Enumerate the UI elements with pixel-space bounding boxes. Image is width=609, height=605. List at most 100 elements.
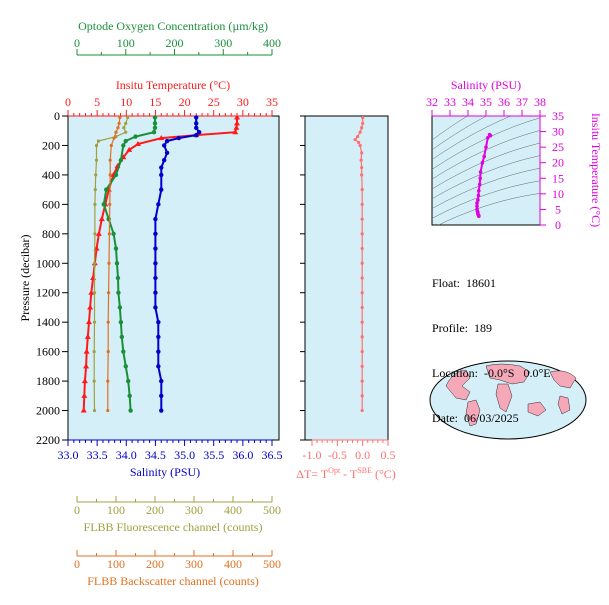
delta-point	[360, 394, 364, 398]
salinity-point	[153, 246, 158, 251]
date-label: Date:	[432, 411, 458, 425]
temperature-point	[134, 140, 141, 146]
delta-line	[354, 117, 364, 411]
oxygen-point	[121, 349, 126, 354]
salinity-point	[153, 290, 158, 295]
ts-point	[477, 214, 481, 219]
backscatter-tick-label: 300	[185, 557, 203, 571]
temperature-point	[126, 146, 133, 152]
backscatter-point	[108, 173, 112, 177]
temp-tick-label: 25	[208, 95, 220, 109]
temperature-point	[233, 124, 240, 130]
ts-point	[475, 204, 479, 209]
delta-point	[360, 246, 364, 251]
pressure-tick-label: 400	[42, 168, 60, 182]
temperature-point	[234, 114, 241, 120]
delta-point	[360, 173, 364, 177]
density-contour	[432, 155, 540, 200]
backscatter-point	[116, 126, 120, 130]
temperature-point	[81, 378, 88, 384]
delta-point	[358, 130, 362, 134]
delta-point	[360, 126, 364, 130]
fluorescence-point	[94, 173, 98, 177]
delta-tick-label: -0.5	[328, 448, 347, 462]
backscatter-point	[108, 202, 112, 206]
delta-point	[360, 364, 364, 368]
fluorescence-axis-title: FLBB Fluorescence channel (counts)	[84, 520, 263, 534]
ts-point	[476, 198, 480, 202]
temperature-point	[83, 363, 90, 369]
backscatter-tick-label: 100	[107, 557, 125, 571]
temp-tick-label: 0	[65, 95, 71, 109]
delta-panel-bg	[304, 115, 389, 441]
pressure-tick-label: 1000	[36, 256, 60, 270]
profile-row: Profile: 189	[432, 321, 551, 336]
delta-point	[360, 232, 364, 236]
delta-tick-label: 0.0	[355, 448, 370, 462]
backscatter-point	[118, 115, 122, 120]
salinity-point	[161, 143, 167, 148]
float-label: Float:	[432, 276, 461, 290]
oxygen-point	[152, 121, 158, 126]
salinity-point	[194, 132, 199, 138]
pressure-tick-label: 0	[54, 109, 60, 123]
ts-point	[477, 182, 482, 187]
ts-sal-tick-label: 34	[462, 95, 474, 109]
temperature-point	[83, 348, 90, 354]
ts-temp-tick-label: 5	[555, 202, 561, 216]
ts-temp-tick-label: 0	[555, 218, 561, 232]
oxygen-point	[151, 130, 157, 135]
ts-sal-tick-label: 32	[426, 95, 438, 109]
oxygen-point	[101, 202, 107, 207]
salinity-point	[153, 261, 158, 266]
fluor-tick-label: 500	[263, 503, 281, 517]
delta-point	[359, 158, 363, 162]
date-row: Date: 06/03/2025	[432, 411, 551, 426]
temperature-point	[95, 230, 102, 236]
temp-tick-label: 35	[266, 95, 278, 109]
salinity-point	[156, 349, 161, 354]
salinity-point	[159, 393, 164, 399]
fluorescence-point	[126, 115, 130, 120]
oxygen-point	[117, 305, 123, 310]
ts-temp-tick-label: 20	[552, 156, 564, 170]
ts-temp-tick-label: 35	[552, 109, 564, 123]
oxygen-point	[128, 408, 133, 413]
profile-label: Profile:	[432, 321, 468, 335]
salinity-point	[194, 125, 199, 130]
temp-tick-label: 10	[120, 95, 132, 109]
salinity-point	[156, 202, 161, 207]
temperature-point	[84, 333, 91, 339]
temperature-point	[87, 304, 94, 310]
delta-point	[358, 143, 362, 148]
density-contour	[432, 180, 540, 219]
salinity-point	[153, 305, 158, 310]
temp-tick-label: 15	[149, 95, 161, 109]
salinity-tick-label: 34.0	[116, 448, 137, 462]
pressure-tick-label: 1600	[36, 345, 60, 359]
density-contour	[432, 117, 540, 170]
fluorescence-point	[92, 291, 97, 295]
fluorescence-point	[93, 202, 97, 206]
fluorescence-point	[93, 232, 97, 236]
temperature-point	[81, 392, 88, 398]
salinity-tick-label: 36.0	[232, 448, 253, 462]
fluor-tick-label: 300	[185, 503, 203, 517]
backscatter-point	[106, 350, 110, 354]
ts-point	[488, 133, 493, 138]
salinity-point	[153, 231, 158, 237]
oxygen-point	[118, 157, 124, 163]
salinity-point	[196, 130, 202, 135]
location-value: -0.0°S 0.0°E	[483, 366, 551, 380]
backscatter-tick-label: 200	[146, 557, 164, 571]
ts-sal-tick-label: 35	[480, 95, 492, 109]
fluor-tick-label: 400	[224, 503, 242, 517]
oxygen-axis-title: Optode Oxygen Concentration (µm/kg)	[78, 19, 268, 33]
delta-point	[360, 261, 364, 265]
salinity-tick-label: 33.5	[87, 448, 108, 462]
ts-temp-tick-label: 25	[552, 140, 564, 154]
float-row: Float: 18601	[432, 276, 551, 291]
oxygen-point	[113, 246, 119, 251]
ts-sal-tick-label: 36	[498, 95, 510, 109]
temperature-axis-title: Insitu Temperature (°C)	[116, 78, 230, 92]
